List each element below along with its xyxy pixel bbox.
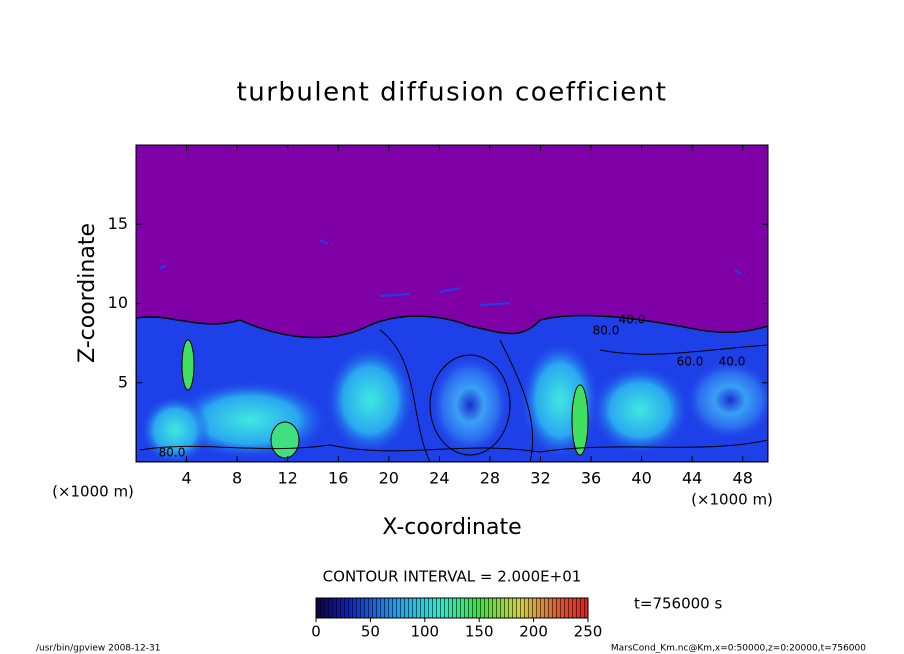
contour-label: 60.0 xyxy=(677,355,704,369)
contour-label: 80.0 xyxy=(159,446,186,460)
footer-left: /usr/bin/gpview 2008-12-31 xyxy=(36,644,160,654)
colorbar-tick-label: 250 xyxy=(574,623,603,641)
contour-label: 40.0 xyxy=(719,355,746,369)
chart-title: turbulent diffusion coefficient xyxy=(237,78,668,108)
x-tick-label: 8 xyxy=(232,469,242,488)
y-axis-label: Z-coordinate xyxy=(75,223,100,363)
x-tick-label: 44 xyxy=(682,469,702,488)
colorbar-tick-label: 100 xyxy=(410,623,439,641)
contour-label: 40.0 xyxy=(619,313,646,327)
x-axis-label: X-coordinate xyxy=(382,515,521,540)
footer-right: MarsCond_Km.nc@Km,x=0:50000,z=0:20000,t=… xyxy=(611,644,866,654)
x-tick-label: 4 xyxy=(181,469,191,488)
y-tick-label: 5 xyxy=(118,372,128,391)
x-axis-unit: (×1000 m) xyxy=(691,491,773,509)
colorbar-tick-label: 0 xyxy=(311,623,321,641)
colorbar-tick-label: 200 xyxy=(519,623,548,641)
field xyxy=(136,145,768,462)
x-tick-label: 12 xyxy=(278,469,298,488)
y-tick-label: 15 xyxy=(108,214,128,233)
x-tick-label: 36 xyxy=(581,469,601,488)
colorbar-frame xyxy=(315,597,589,619)
x-tick-label: 24 xyxy=(429,469,449,488)
x-tick-label: 48 xyxy=(733,469,753,488)
y-axis-unit: (×1000 m) xyxy=(52,483,134,501)
colorbar-tick-label: 150 xyxy=(465,623,494,641)
contour-label: 80.0 xyxy=(593,324,620,338)
x-tick-label: 40 xyxy=(631,469,651,488)
colorbar-tick-label: 50 xyxy=(361,623,380,641)
x-tick-label: 28 xyxy=(480,469,500,488)
time-label: t=756000 s xyxy=(634,595,722,613)
contour-interval: CONTOUR INTERVAL = 2.000E+01 xyxy=(323,568,582,586)
x-tick-label: 20 xyxy=(379,469,399,488)
x-tick-label: 16 xyxy=(328,469,348,488)
x-tick-label: 32 xyxy=(530,469,550,488)
y-tick-label: 10 xyxy=(108,293,128,312)
